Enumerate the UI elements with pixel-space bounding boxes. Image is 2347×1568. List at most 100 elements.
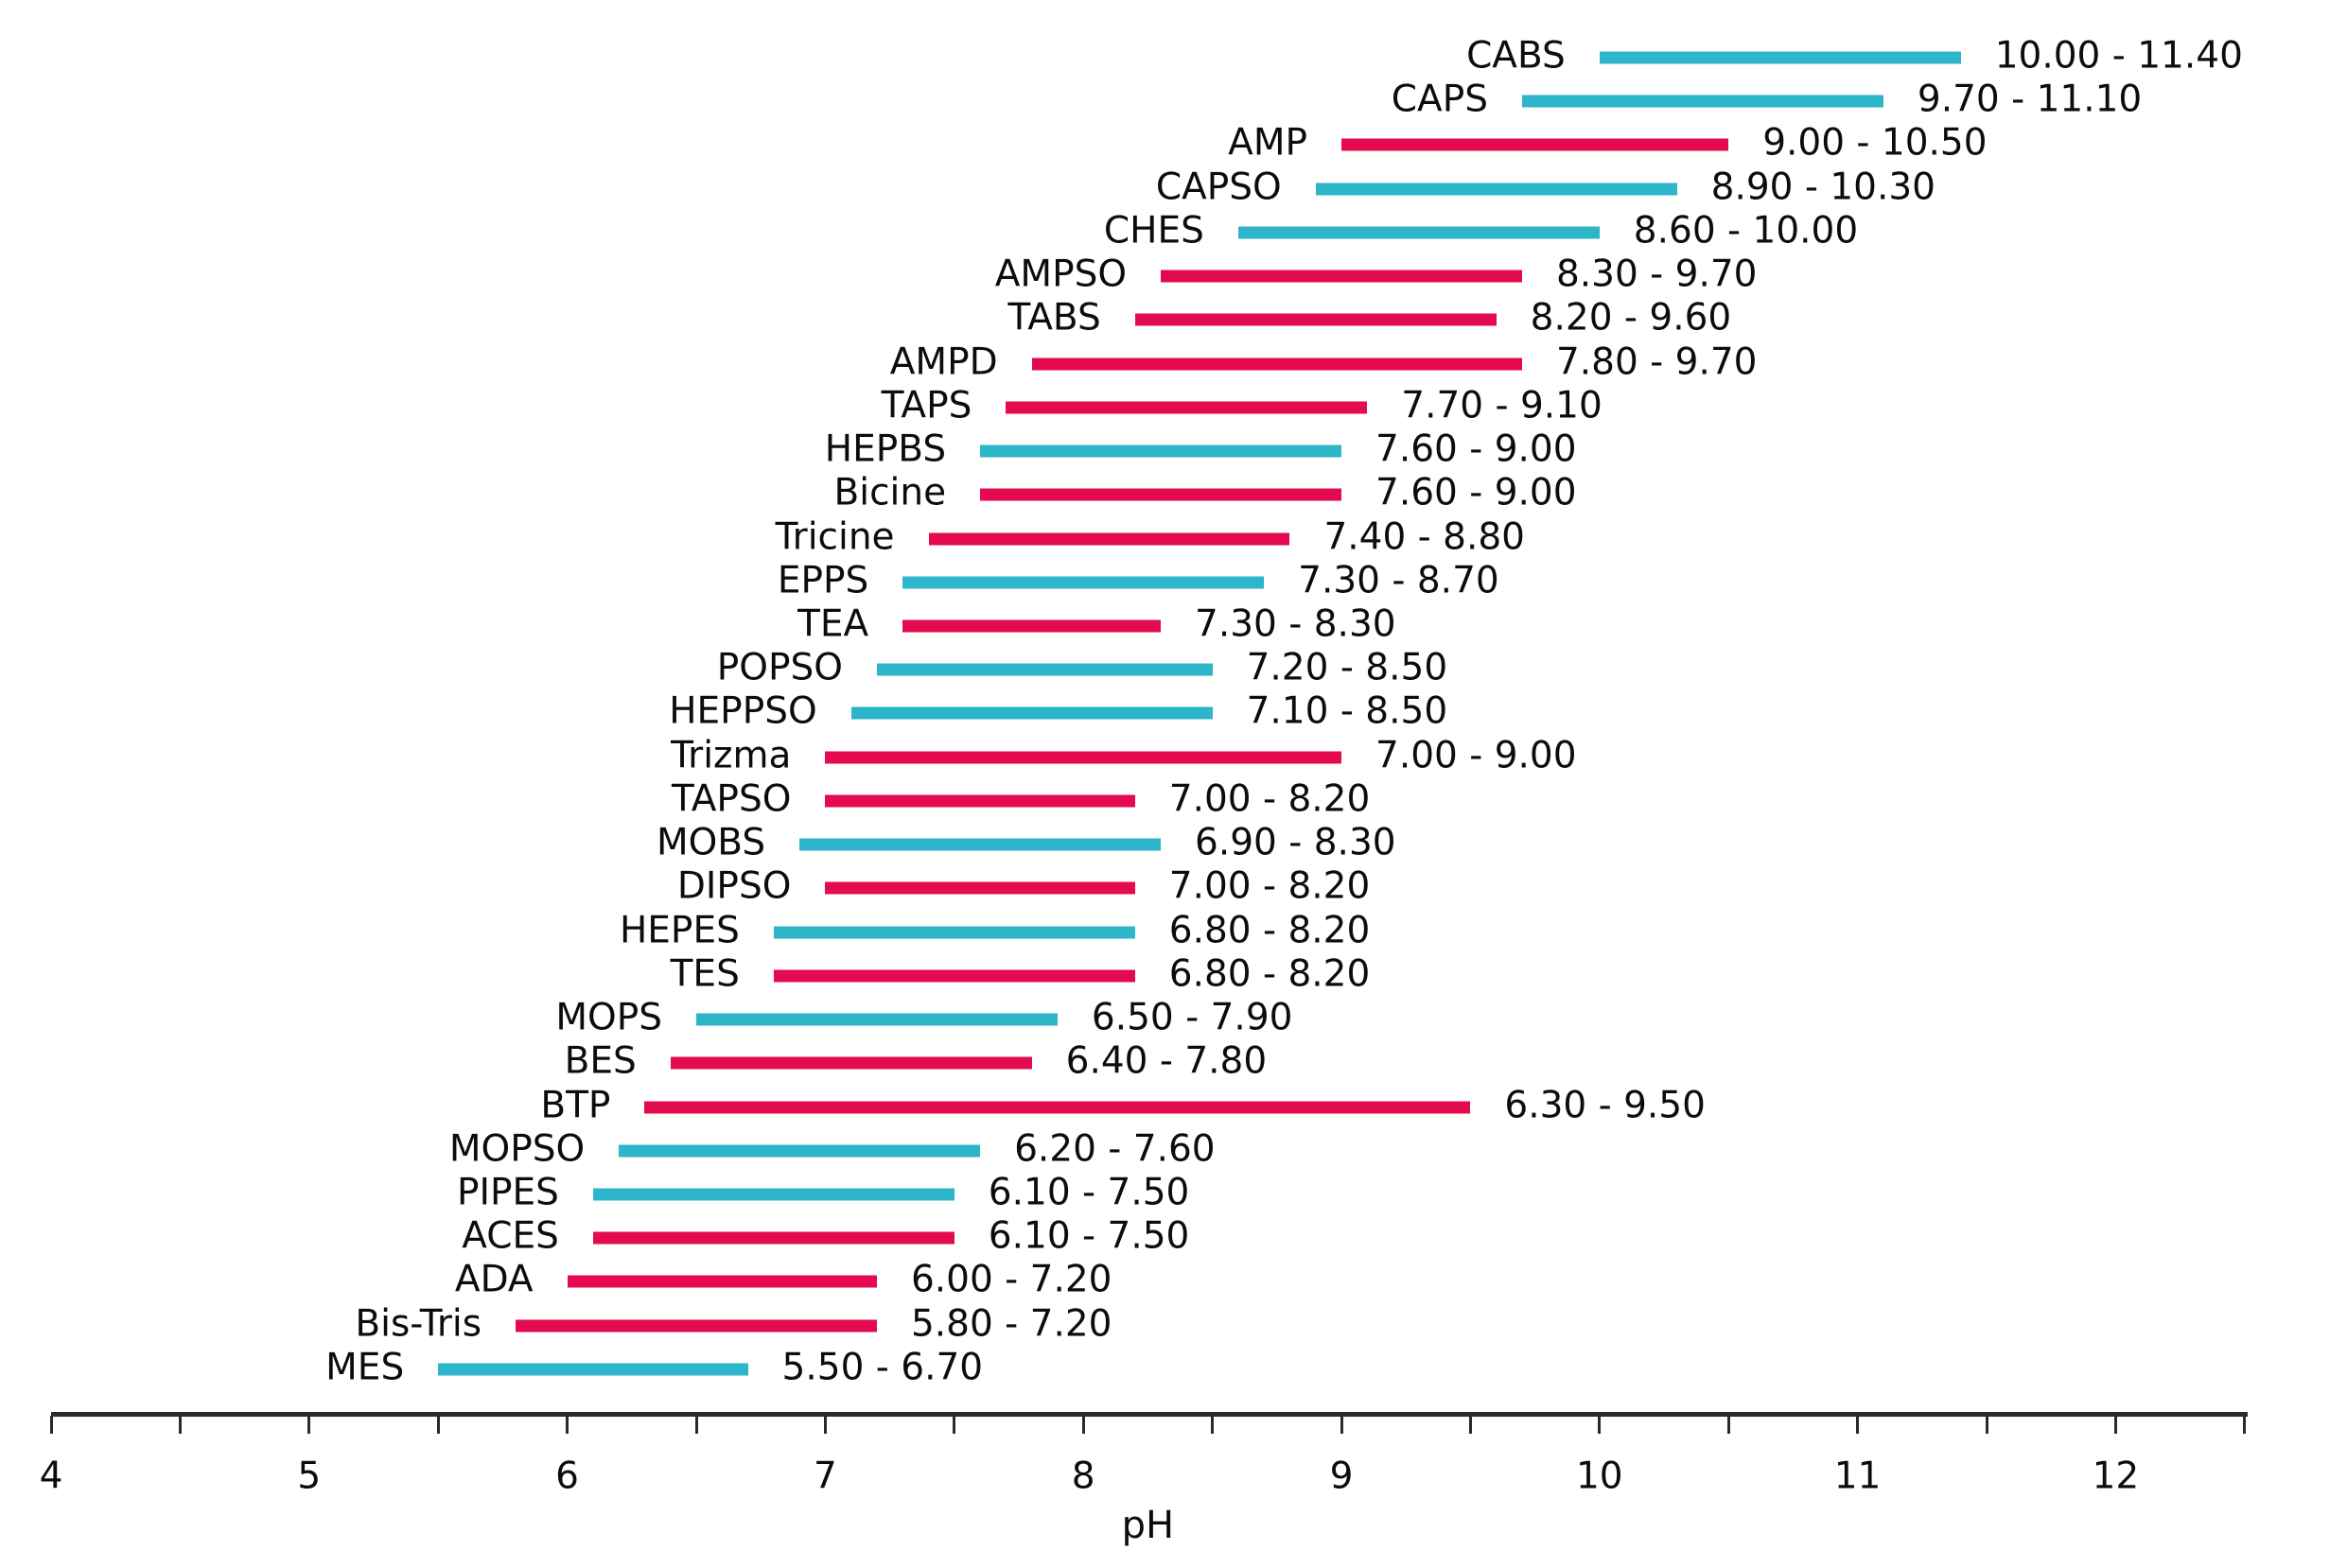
ph-range-bar xyxy=(980,444,1341,458)
ph-range-label: 6.40 - 7.80 xyxy=(1065,1039,1268,1083)
ph-range-label: 5.80 - 7.20 xyxy=(910,1302,1112,1346)
ph-range-label: 7.60 - 9.00 xyxy=(1375,427,1577,471)
buffer-name-label: CHES xyxy=(1103,209,1204,253)
x-axis-tick-label: 11 xyxy=(1833,1455,1882,1498)
ph-range-label: 7.00 - 8.20 xyxy=(1168,777,1371,821)
ph-range-bar xyxy=(902,619,1162,633)
ph-range-label: 7.40 - 8.80 xyxy=(1323,515,1525,559)
buffer-name-label: MOPSO xyxy=(448,1127,586,1171)
ph-range-bar xyxy=(1237,226,1600,239)
ph-range-bar xyxy=(592,1231,955,1245)
ph-range-label: 7.00 - 8.20 xyxy=(1168,865,1371,909)
ph-range-bar xyxy=(516,1319,877,1333)
buffer-name-label: ADA xyxy=(454,1259,534,1302)
ph-range-label: 7.80 - 9.70 xyxy=(1555,340,1758,384)
ph-range-bar xyxy=(696,1013,1058,1026)
ph-range-label: 6.90 - 8.30 xyxy=(1195,821,1396,864)
ph-range-label: 9.70 - 11.10 xyxy=(1917,78,2143,121)
ph-range-bar xyxy=(980,488,1341,501)
buffer-name-label: Bicine xyxy=(833,471,947,514)
buffer-name-label: TES xyxy=(670,952,740,996)
ph-range-bar xyxy=(1161,270,1522,283)
ph-range-label: 6.30 - 9.50 xyxy=(1504,1084,1706,1127)
x-axis-tick xyxy=(823,1416,827,1434)
ph-range-label: 9.00 - 10.50 xyxy=(1762,122,1988,166)
ph-range-bar xyxy=(567,1275,877,1288)
buffer-name-label: EPPS xyxy=(777,559,869,602)
x-axis-tick-label: 6 xyxy=(555,1455,580,1498)
buffer-name-label: TAPSO xyxy=(671,777,792,821)
ph-range-bar xyxy=(592,1188,955,1201)
buffer-name-label: TABS xyxy=(1007,297,1101,340)
ph-range-bar xyxy=(1315,183,1677,196)
ph-range-label: 8.20 - 9.60 xyxy=(1530,297,1732,340)
buffer-name-label: CAPS xyxy=(1391,78,1488,121)
buffer-name-label: AMP xyxy=(1228,122,1307,166)
buffer-name-label: HEPBS xyxy=(824,427,947,471)
ph-range-bar xyxy=(876,663,1213,676)
buffer-name-label: MOBS xyxy=(656,821,766,864)
ph-range-label: 10.00 - 11.40 xyxy=(1994,34,2243,78)
ph-range-label: 6.10 - 7.50 xyxy=(988,1214,1190,1258)
buffer-name-label: POPSO xyxy=(716,646,843,689)
ph-range-label: 7.10 - 8.50 xyxy=(1246,690,1448,734)
buffer-name-label: PIPES xyxy=(456,1171,559,1214)
ph-range-label: 5.50 - 6.70 xyxy=(781,1346,984,1389)
buffer-name-label: CABS xyxy=(1466,34,1566,78)
x-axis-tick-label: 8 xyxy=(1071,1455,1095,1498)
ph-range-bar xyxy=(1031,357,1522,371)
x-axis-tick xyxy=(1081,1416,1085,1434)
buffer-name-label: CAPSO xyxy=(1155,166,1282,209)
ph-range-bar xyxy=(825,794,1135,808)
ph-range-bar xyxy=(825,881,1135,895)
ph-range-label: 7.70 - 9.10 xyxy=(1401,384,1603,427)
buffer-name-label: BES xyxy=(564,1039,637,1083)
ph-range-label: 6.50 - 7.90 xyxy=(1091,996,1293,1039)
buffer-name-label: TAPS xyxy=(881,384,972,427)
ph-range-label: 7.20 - 8.50 xyxy=(1246,646,1448,689)
ph-range-label: 7.60 - 9.00 xyxy=(1375,471,1577,514)
x-axis-tick xyxy=(566,1416,569,1434)
buffer-name-label: Trizma xyxy=(671,734,792,777)
x-axis-tick xyxy=(307,1416,311,1434)
x-axis-tick xyxy=(178,1416,182,1434)
x-axis-tick xyxy=(1985,1416,1988,1434)
ph-range-label: 7.30 - 8.70 xyxy=(1298,559,1499,602)
ph-range-label: 8.90 - 10.30 xyxy=(1710,166,1935,209)
x-axis-tick xyxy=(49,1416,53,1434)
x-axis-tick xyxy=(1856,1416,1860,1434)
ph-range-bar xyxy=(928,532,1290,546)
ph-range-bar xyxy=(1134,313,1497,326)
x-axis-tick xyxy=(2113,1416,2117,1434)
ph-range-bar xyxy=(1006,401,1368,414)
ph-range-bar xyxy=(670,1056,1032,1070)
x-axis-tick xyxy=(1340,1416,1343,1434)
x-axis-tick-label: 10 xyxy=(1575,1455,1623,1498)
buffer-name-label: AMPSO xyxy=(994,253,1128,296)
ph-range-bar xyxy=(1599,51,1961,64)
ph-range-label: 6.00 - 7.20 xyxy=(910,1259,1112,1302)
x-axis-tick xyxy=(1726,1416,1730,1434)
ph-range-label: 8.30 - 9.70 xyxy=(1555,253,1758,296)
ph-range-bar xyxy=(799,838,1162,851)
ph-range-bar xyxy=(438,1363,748,1376)
x-axis-tick-label: 12 xyxy=(2092,1455,2140,1498)
x-axis-tick xyxy=(953,1416,956,1434)
buffer-name-label: HEPES xyxy=(619,909,740,952)
buffer-name-label: AMPD xyxy=(889,340,998,384)
x-axis-tick-label: 9 xyxy=(1329,1455,1354,1498)
ph-range-bar xyxy=(773,926,1135,939)
ph-range-bar xyxy=(902,576,1265,589)
ph-range-label: 8.60 - 10.00 xyxy=(1633,209,1859,253)
x-axis-tick-label: 5 xyxy=(297,1455,322,1498)
ph-range-label: 6.80 - 8.20 xyxy=(1168,909,1371,952)
buffer-name-label: Bis-Tris xyxy=(355,1302,482,1346)
buffer-name-label: MOPS xyxy=(555,996,662,1039)
ph-range-label: 6.80 - 8.20 xyxy=(1168,952,1371,996)
x-axis-line xyxy=(51,1412,2248,1417)
x-axis-title: pH xyxy=(1121,1504,1175,1547)
ph-range-bar xyxy=(1521,95,1883,108)
x-axis-tick xyxy=(694,1416,698,1434)
ph-range-label: 6.10 - 7.50 xyxy=(988,1171,1190,1214)
